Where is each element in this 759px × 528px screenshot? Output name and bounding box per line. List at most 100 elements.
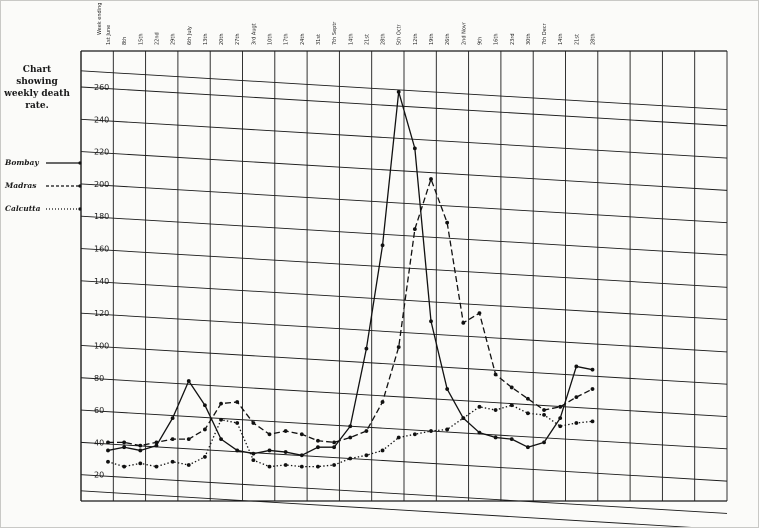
data-point-bombay [203, 403, 207, 408]
data-point-madras [461, 320, 466, 325]
x-tick-label: 23rd [510, 33, 516, 45]
data-point-bombay [170, 416, 175, 421]
x-tick-label: 24th [300, 34, 306, 46]
x-tick-label: 6th July [187, 26, 193, 45]
data-point-bombay [235, 448, 240, 453]
y-tick-label: 80 [94, 374, 104, 383]
grid-hline [80, 118, 728, 159]
x-tick-label: 7th Decr [542, 22, 548, 45]
data-point-bombay [154, 443, 159, 448]
data-point-madras [477, 311, 482, 316]
y-tick-label: 260 [94, 83, 109, 92]
series-line-bombay [107, 91, 593, 456]
data-point-madras [396, 345, 401, 349]
x-tick-label: 10th [268, 34, 274, 46]
data-point-madras [267, 432, 272, 437]
data-point-calcutta [590, 419, 595, 424]
data-point-bombay [526, 445, 530, 450]
y-tick-label: 240 [94, 115, 109, 124]
y-tick-label: 220 [94, 148, 109, 157]
data-point-madras [154, 440, 159, 445]
data-point-calcutta [509, 403, 514, 408]
data-point-bombay [251, 451, 256, 456]
x-tick-label: 8th [122, 37, 128, 45]
data-point-madras [299, 432, 304, 437]
data-point-madras [590, 387, 595, 391]
x-tick-label: 14th [348, 34, 354, 46]
data-point-madras [574, 395, 579, 400]
legend-swatch-bombay [46, 160, 82, 165]
x-tick-label: 27th [235, 34, 241, 46]
grid-hline [80, 183, 728, 224]
data-point-bombay [412, 146, 417, 151]
grid-hline [80, 344, 728, 385]
data-point-madras [542, 408, 546, 412]
x-tick-label: 19th [429, 34, 435, 46]
y-tick-label: 60 [94, 406, 104, 415]
legend-label-madras: Madras [5, 181, 37, 190]
data-point-calcutta [106, 459, 110, 464]
data-point-bombay [380, 243, 385, 248]
data-point-calcutta [154, 464, 159, 469]
data-point-bombay [574, 364, 579, 369]
legend-label-bombay: Bombay [5, 158, 39, 167]
data-point-calcutta [445, 427, 450, 432]
legend-label-calcutta: Calcutta [5, 204, 41, 213]
data-point-calcutta [429, 429, 433, 433]
data-point-calcutta [380, 448, 385, 453]
data-point-calcutta [251, 458, 256, 463]
x-tick-label: 22nd [154, 32, 160, 45]
data-point-madras [283, 429, 288, 433]
data-point-madras [493, 372, 498, 377]
legend-swatch-calcutta [46, 206, 82, 211]
data-point-calcutta [122, 464, 127, 469]
data-point-calcutta [493, 408, 498, 412]
data-point-bombay [558, 416, 563, 421]
x-tick-label: 28th [381, 34, 387, 46]
data-point-bombay [542, 440, 546, 445]
legend-item-madras: Madras [5, 174, 87, 197]
data-point-calcutta [203, 455, 207, 459]
legend-item-bombay: Bombay [5, 151, 87, 174]
data-point-bombay [106, 448, 110, 453]
legend-swatch-madras [46, 183, 82, 188]
x-tick-label: 2nd Novr [461, 21, 467, 45]
x-tick-label: 26th [445, 34, 451, 46]
data-point-madras [558, 404, 563, 409]
data-point-calcutta [138, 461, 143, 466]
data-point-calcutta [219, 417, 223, 422]
data-point-bombay [267, 448, 272, 453]
data-point-calcutta [396, 435, 401, 440]
data-point-calcutta [267, 464, 272, 469]
data-point-bombay [509, 437, 514, 442]
data-point-calcutta [412, 432, 417, 437]
data-point-bombay [429, 319, 433, 324]
data-point-calcutta [299, 464, 304, 469]
data-point-calcutta [348, 456, 353, 461]
data-point-bombay [364, 346, 369, 351]
data-point-bombay [493, 435, 498, 440]
x-tick-label: 3rd Augt [251, 23, 257, 45]
data-point-bombay [332, 445, 336, 450]
legend: Bombay Madras Calcutta [5, 151, 87, 220]
data-point-calcutta [332, 463, 336, 467]
y-tick-label: 160 [94, 245, 109, 254]
x-tick-label: 9th [477, 37, 483, 45]
series-layer [106, 89, 595, 469]
data-point-calcutta [170, 459, 175, 464]
data-point-madras [122, 440, 127, 445]
grid-hline [80, 409, 728, 450]
data-point-calcutta [461, 416, 466, 421]
data-point-madras [219, 401, 223, 406]
grid-hline [80, 70, 728, 111]
data-point-madras [526, 396, 530, 401]
x-tick-label: 31st [316, 34, 322, 45]
data-point-madras [348, 435, 353, 440]
data-point-bombay [477, 430, 482, 435]
y-tick-label: 180 [94, 212, 109, 221]
data-point-bombay [348, 424, 353, 429]
data-point-madras [332, 440, 336, 445]
data-point-calcutta [574, 421, 579, 425]
x-tick-label: 13th [203, 34, 209, 46]
